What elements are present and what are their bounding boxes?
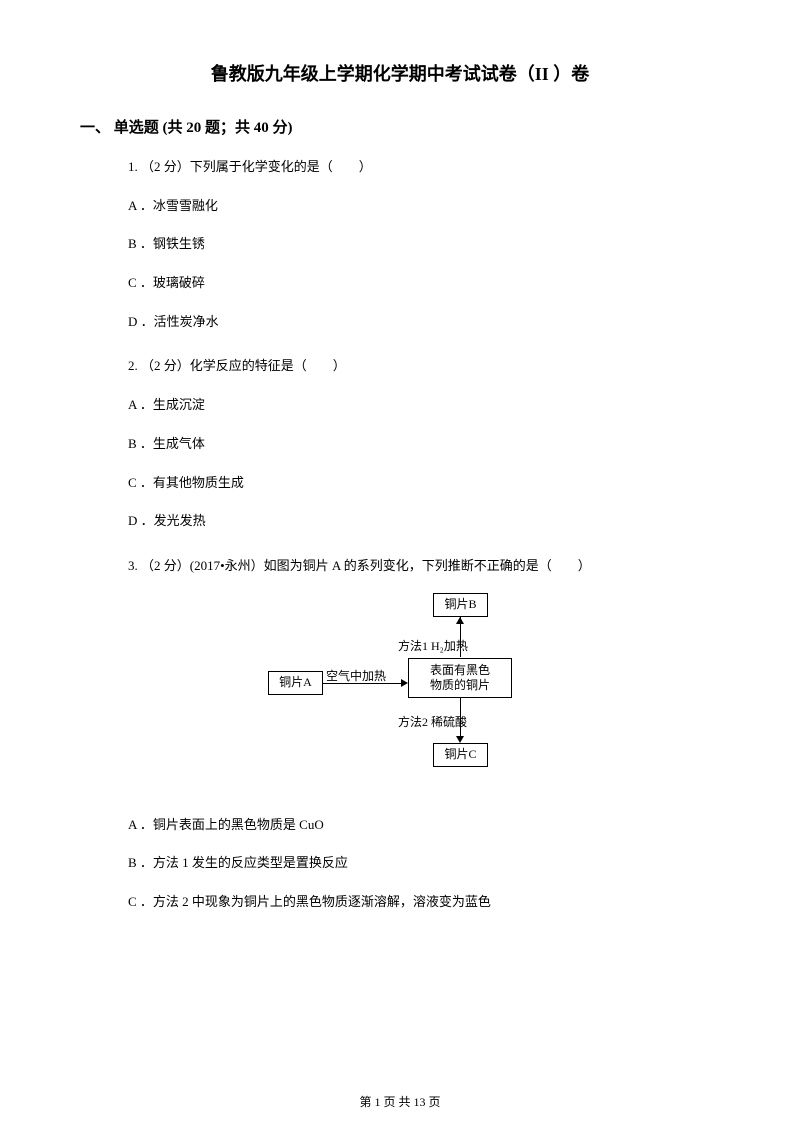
diagram-box-c: 铜片C: [433, 743, 488, 767]
q1-opt-d: D ．活性炭净水: [128, 310, 720, 335]
diagram-box-b: 铜片B: [433, 593, 488, 617]
question-3: 3. （2 分）(2017•永州）如图为铜片 A 的系列变化，下列推断不正确的是…: [128, 554, 720, 915]
q1-opt-c: C ．玻璃破碎: [128, 271, 720, 296]
q3-opt-a: A ．铜片表面上的黑色物质是 CuO: [128, 813, 720, 838]
question-1: 1. （2 分）下列属于化学变化的是（ ） A ．冰雪雪融化 B ．钢铁生锈 C…: [128, 155, 720, 334]
q2-opt-b: B ．生成气体: [128, 432, 720, 457]
arrowhead-down-icon: [456, 736, 464, 743]
diagram-label-air: 空气中加热: [326, 665, 386, 688]
q1-opt-a: A ．冰雪雪融化: [128, 194, 720, 219]
q2-opt-d: D ．发光发热: [128, 509, 720, 534]
q1-opt-b: B ．钢铁生锈: [128, 232, 720, 257]
diagram-center-l2: 物质的铜片: [430, 678, 490, 693]
diagram-label-m2: 方法2 稀硫酸: [398, 711, 467, 734]
diagram-box-a: 铜片A: [268, 671, 323, 695]
arrowhead-up-icon: [456, 617, 464, 624]
q3-text: 3. （2 分）(2017•永州）如图为铜片 A 的系列变化，下列推断不正确的是…: [128, 554, 720, 579]
q3-opt-b: B ．方法 1 发生的反应类型是置换反应: [128, 851, 720, 876]
q2-opt-c: C ．有其他物质生成: [128, 471, 720, 496]
diagram-center-l1: 表面有黑色: [430, 663, 490, 678]
section-header: 一、 单选题 (共 20 题；共 40 分): [80, 116, 720, 137]
flow-diagram: 铜片B 方法1 H₂加热 铜片A 空气中加热 表面有黑色 物质的铜片 方法2 稀…: [268, 593, 588, 793]
diagram-box-center: 表面有黑色 物质的铜片: [408, 658, 512, 698]
diagram-label-m1: 方法1 H₂加热: [398, 635, 468, 658]
page-footer: 第 1 页 共 13 页: [0, 1093, 800, 1110]
q2-text: 2. （2 分）化学反应的特征是（ ）: [128, 354, 720, 379]
question-2: 2. （2 分）化学反应的特征是（ ） A ．生成沉淀 B ．生成气体 C ．有…: [128, 354, 720, 533]
page-title: 鲁教版九年级上学期化学期中考试试卷（II ）卷: [80, 60, 720, 86]
q1-text: 1. （2 分）下列属于化学变化的是（ ）: [128, 155, 720, 180]
arrowhead-right-icon: [401, 679, 408, 687]
q2-opt-a: A ．生成沉淀: [128, 393, 720, 418]
q3-opt-c: C ．方法 2 中现象为铜片上的黑色物质逐渐溶解，溶液变为蓝色: [128, 890, 720, 915]
